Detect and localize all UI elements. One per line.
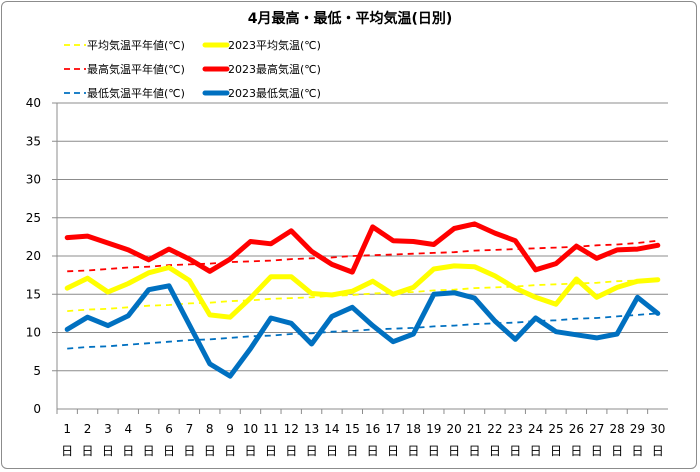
- x-tick-label-16: 16: [365, 422, 380, 436]
- x-tick-label-28: 28: [609, 422, 624, 436]
- legend-label-min-2023: 2023最低気温(℃): [228, 86, 321, 100]
- x-tick-label-27: 27: [589, 422, 604, 436]
- x-tick-label-17: 17: [385, 422, 400, 436]
- x-tick-unit-22: 日: [489, 444, 501, 458]
- x-tick-label-6: 6: [165, 422, 173, 436]
- x-axis-tick-labels: 1日2日3日4日5日6日7日8日9日10日11日12日13日14日15日16日1…: [61, 422, 665, 458]
- x-tick-unit-19: 日: [428, 444, 440, 458]
- y-tick-label-10: 10: [26, 326, 41, 340]
- x-tick-label-29: 29: [630, 422, 645, 436]
- x-tick-label-19: 19: [426, 422, 441, 436]
- x-tick-label-2: 2: [84, 422, 92, 436]
- y-tick-label-20: 20: [26, 249, 41, 263]
- x-tick-unit-12: 日: [285, 444, 297, 458]
- legend: 平均気温平年値(℃) 2023平均気温(℃) 最高気温平年値(℃) 2023最高気温(…: [64, 38, 321, 100]
- legend-label-min-normal: 最低気温平年値(℃): [87, 86, 185, 100]
- x-tick-label-15: 15: [345, 422, 360, 436]
- legend-label-avg-2023: 2023平均気温(℃): [228, 38, 321, 52]
- x-tick-unit-29: 日: [631, 444, 643, 458]
- y-axis-tick-labels: 0 5 10 15 20 25 30 35 40: [26, 96, 41, 416]
- x-tick-unit-5: 日: [143, 444, 155, 458]
- legend-label-max-normal: 最高気温平年値(℃): [87, 62, 185, 76]
- x-tick-unit-10: 日: [244, 444, 256, 458]
- y-tick-label-0: 0: [33, 402, 41, 416]
- series-line-max-2023: [64, 221, 661, 275]
- x-tick-unit-7: 日: [183, 444, 195, 458]
- x-tick-unit-13: 日: [306, 444, 318, 458]
- x-tick-label-1: 1: [63, 422, 71, 436]
- gridlines: [57, 102, 668, 372]
- x-tick-unit-26: 日: [570, 444, 582, 458]
- y-tick-label-15: 15: [26, 287, 41, 301]
- x-tick-unit-27: 日: [591, 444, 603, 458]
- x-tick-label-8: 8: [206, 422, 214, 436]
- legend-label-avg-normal: 平均気温平年値(℃): [87, 38, 185, 52]
- x-tick-label-4: 4: [124, 422, 132, 436]
- x-tick-unit-1: 日: [61, 444, 73, 458]
- axes: [52, 102, 668, 414]
- series-line-min-2023: [64, 283, 661, 379]
- y-tick-label-35: 35: [26, 134, 41, 148]
- series-lines: [64, 221, 661, 379]
- x-tick-unit-6: 日: [163, 444, 175, 458]
- x-tick-unit-9: 日: [224, 444, 236, 458]
- x-tick-unit-25: 日: [550, 444, 562, 458]
- x-tick-label-10: 10: [243, 422, 258, 436]
- x-tick-label-24: 24: [528, 422, 543, 436]
- x-tick-unit-28: 日: [611, 444, 623, 458]
- x-tick-unit-21: 日: [469, 444, 481, 458]
- x-tick-unit-8: 日: [204, 444, 216, 458]
- x-tick-label-11: 11: [263, 422, 278, 436]
- x-tick-unit-17: 日: [387, 444, 399, 458]
- y-tick-label-5: 5: [33, 364, 41, 378]
- x-tick-unit-24: 日: [530, 444, 542, 458]
- y-tick-label-25: 25: [26, 211, 41, 225]
- series-line-avg-2023: [64, 263, 661, 320]
- x-tick-label-25: 25: [548, 422, 563, 436]
- x-tick-unit-3: 日: [102, 444, 114, 458]
- x-tick-label-23: 23: [508, 422, 523, 436]
- x-tick-label-30: 30: [650, 422, 665, 436]
- y-tick-label-40: 40: [26, 96, 41, 110]
- x-tick-label-9: 9: [226, 422, 234, 436]
- x-tick-label-26: 26: [569, 422, 584, 436]
- x-tick-unit-15: 日: [346, 444, 358, 458]
- x-tick-unit-30: 日: [652, 444, 664, 458]
- x-tick-unit-16: 日: [367, 444, 379, 458]
- x-tick-label-3: 3: [104, 422, 112, 436]
- chart-title: 4月最高・最低・平均気温(日別): [248, 10, 453, 27]
- x-tick-label-20: 20: [447, 422, 462, 436]
- x-tick-label-18: 18: [406, 422, 421, 436]
- x-tick-unit-14: 日: [326, 444, 338, 458]
- x-tick-label-7: 7: [186, 422, 194, 436]
- legend-label-max-2023: 2023最高気温(℃): [228, 62, 321, 76]
- x-tick-label-5: 5: [145, 422, 153, 436]
- x-tick-label-13: 13: [304, 422, 319, 436]
- y-tick-label-30: 30: [26, 173, 41, 187]
- x-tick-label-22: 22: [487, 422, 502, 436]
- x-tick-unit-2: 日: [82, 444, 94, 458]
- x-tick-label-21: 21: [467, 422, 482, 436]
- x-tick-label-12: 12: [284, 422, 299, 436]
- x-tick-unit-20: 日: [448, 444, 460, 458]
- x-tick-unit-23: 日: [509, 444, 521, 458]
- x-tick-unit-4: 日: [122, 444, 134, 458]
- x-tick-unit-18: 日: [407, 444, 419, 458]
- x-tick-label-14: 14: [324, 422, 339, 436]
- x-tick-unit-11: 日: [265, 444, 277, 458]
